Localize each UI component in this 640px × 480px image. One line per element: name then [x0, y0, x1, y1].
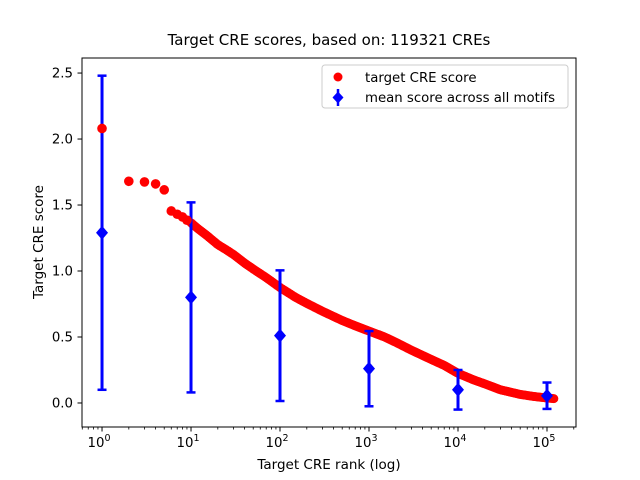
mean-score-errorbar [451, 368, 464, 411]
target-score-point [182, 215, 192, 225]
x-axis-label: Target CRE rank (log) [256, 457, 400, 473]
target-score-point [124, 176, 134, 187]
chart-title: Target CRE scores, based on: 119321 CREs [167, 31, 491, 49]
y-tick-label: 2.5 [52, 67, 73, 82]
y-tick-label: 2.0 [52, 133, 73, 148]
mean-score-errorbar [274, 269, 287, 403]
y-tick-label: 0.0 [52, 397, 73, 412]
legend-target-score-icon [333, 72, 343, 82]
mean-score-errorbar [363, 329, 376, 408]
legend: target CRE score mean score across all m… [321, 64, 569, 109]
mean-score-diamond [96, 225, 109, 240]
y-tick-label: 1.5 [52, 199, 73, 214]
series-target-cre-score-top-points [97, 123, 192, 225]
series-target-cre-score [186, 218, 559, 404]
legend-target-score-label: target CRE score [365, 71, 477, 86]
plot-area [82, 58, 576, 427]
legend-box [321, 64, 569, 109]
y-tick-label: 0.5 [52, 331, 73, 346]
mean-score-diamond [363, 361, 376, 376]
mean-score-diamond [274, 328, 287, 343]
y-tick-label: 1.0 [52, 265, 73, 280]
mean-score-diamond [451, 382, 464, 397]
target-score-point [139, 177, 150, 187]
target-score-point [159, 185, 170, 195]
y-axis-label: Target CRE score [31, 185, 47, 300]
y-axis-major-ticks: 0.0 0.5 1.0 1.5 2.0 2.5 [52, 67, 82, 412]
mean-score-errorbar [185, 201, 198, 394]
mean-score-diamond [540, 388, 553, 403]
mean-score-diamond [185, 290, 198, 305]
target-score-point [150, 179, 161, 189]
legend-mean-score-icon [332, 89, 344, 106]
target-score-point [97, 123, 107, 134]
legend-mean-score-label: mean score across all motifs [365, 91, 555, 106]
plot-frame [81, 57, 577, 428]
mean-score-errorbar [540, 381, 553, 411]
